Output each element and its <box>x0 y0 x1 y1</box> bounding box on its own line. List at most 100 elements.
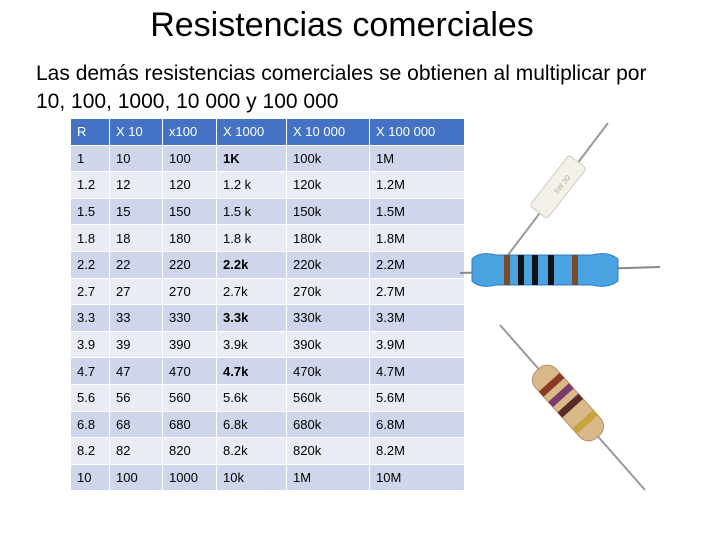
table-cell: 2.7M <box>369 277 465 306</box>
table-row: 6.8 68 680 6.8k 680k 6.8M <box>70 410 465 439</box>
table-cell: 5.6 <box>70 383 110 412</box>
table-cell: 560k <box>286 383 370 412</box>
table-row: 10 100 1000 10k 1M 10M <box>70 463 465 492</box>
resistor-images: 5W 3Ω <box>460 122 660 491</box>
table-row: 1.8 18 180 1.8 k 180k 1.8M <box>70 224 465 252</box>
table-cell: 15 <box>109 197 163 226</box>
table-cell: 2.2k <box>216 250 287 279</box>
table-cell: 8.2k <box>216 437 287 465</box>
table-row: 5.6 56 560 5.6k 560k 5.6M <box>70 383 465 412</box>
table-cell: 1M <box>369 144 465 173</box>
table-cell: 8.2 <box>70 437 110 465</box>
table-cell: 560 <box>162 383 217 412</box>
table-cell: 270 <box>162 277 217 306</box>
table-cell: 2.2M <box>369 250 465 279</box>
table-cell: 10k <box>216 463 287 492</box>
table-cell: 680k <box>286 410 370 439</box>
table-cell: 220 <box>162 250 217 279</box>
table-cell: 1.5 k <box>216 197 287 226</box>
table-cell: 1K <box>216 144 287 173</box>
slide-subtitle: Las demás resistencias comerciales se ob… <box>36 62 647 113</box>
table-cell: 10 <box>70 463 110 492</box>
table-cell: 100 <box>109 463 163 492</box>
slide-title: Resistencias comerciales <box>150 6 534 44</box>
table-cell: 6.8k <box>216 410 287 439</box>
table-row: 3.3 33 330 3.3k 330k 3.3M <box>70 304 465 332</box>
table-cell: 4.7k <box>216 357 287 385</box>
table-cell: 3.9k <box>216 330 287 359</box>
table-row: 3.9 39 390 3.9k 390k 3.9M <box>70 330 465 359</box>
table-cell: 2.7 <box>70 277 110 306</box>
table-cell: 8.2M <box>369 437 465 465</box>
table-cell: 1.5 <box>70 197 110 226</box>
table-cell: 330k <box>286 304 370 332</box>
table-cell: 10M <box>369 463 465 492</box>
table-cell: 820k <box>286 437 370 465</box>
table-cell: 1.2M <box>369 171 465 199</box>
table-cell: 6.8M <box>369 410 465 439</box>
table-cell: 1M <box>286 463 370 492</box>
table-cell: 470k <box>286 357 370 385</box>
table-row: 1 10 100 1K 100k 1M <box>70 144 465 173</box>
table-cell: 150 <box>162 197 217 226</box>
table-cell: 470 <box>162 357 217 385</box>
table-row: 1.2 12 120 1.2 k 120k 1.2M <box>70 171 465 199</box>
table-cell: 220k <box>286 250 370 279</box>
wire-wound-resistor: 5W 3Ω <box>507 122 609 256</box>
table-row: 2.7 27 270 2.7k 270k 2.7M <box>70 277 465 306</box>
header-cell: X 100 000 <box>369 118 465 146</box>
table-row: 8.2 82 820 8.2k 820k 8.2M <box>70 437 465 465</box>
header-cell: R <box>70 118 110 146</box>
carbon-resistor <box>499 324 646 491</box>
table-cell: 68 <box>109 410 163 439</box>
table-cell: 47 <box>109 357 163 385</box>
table-cell: 1.2 k <box>216 171 287 199</box>
table-cell: 1000 <box>162 463 217 492</box>
table-cell: 3.9M <box>369 330 465 359</box>
table-cell: 120 <box>162 171 217 199</box>
header-cell: X 1000 <box>216 118 287 146</box>
table-cell: 4.7 <box>70 357 110 385</box>
table-cell: 2.2 <box>70 250 110 279</box>
table-cell: 3.3M <box>369 304 465 332</box>
table-cell: 1.8 <box>70 224 110 252</box>
table-cell: 100 <box>162 144 217 173</box>
table-cell: 100k <box>286 144 370 173</box>
table-cell: 6.8 <box>70 410 110 439</box>
table-cell: 330 <box>162 304 217 332</box>
table-cell: 680 <box>162 410 217 439</box>
table-cell: 3.3k <box>216 304 287 332</box>
table-cell: 820 <box>162 437 217 465</box>
table-cell: 1.5M <box>369 197 465 226</box>
table-cell: 2.7k <box>216 277 287 306</box>
table-cell: 1.2 <box>70 171 110 199</box>
table-row: 2.2 22 220 2.2k 220k 2.2M <box>70 250 465 279</box>
table-cell: 3.9 <box>70 330 110 359</box>
table-cell: 1.8 k <box>216 224 287 252</box>
header-cell: x100 <box>162 118 217 146</box>
table-cell: 120k <box>286 171 370 199</box>
table-cell: 39 <box>109 330 163 359</box>
table-cell: 180k <box>286 224 370 252</box>
table-cell: 1 <box>70 144 110 173</box>
table-cell: 4.7M <box>369 357 465 385</box>
table-cell: 82 <box>109 437 163 465</box>
table-cell: 390 <box>162 330 217 359</box>
blue-resistor <box>460 253 660 287</box>
table-row: 4.7 47 470 4.7k 470k 4.7M <box>70 357 465 385</box>
table-cell: 18 <box>109 224 163 252</box>
table-cell: 5.6M <box>369 383 465 412</box>
table-cell: 3.3 <box>70 304 110 332</box>
table-cell: 33 <box>109 304 163 332</box>
table-cell: 180 <box>162 224 217 252</box>
table-cell: 1.8M <box>369 224 465 252</box>
table-cell: 10 <box>109 144 163 173</box>
header-cell: X 10 <box>109 118 163 146</box>
table-cell: 22 <box>109 250 163 279</box>
table-cell: 270k <box>286 277 370 306</box>
table-cell: 27 <box>109 277 163 306</box>
table-cell: 390k <box>286 330 370 359</box>
